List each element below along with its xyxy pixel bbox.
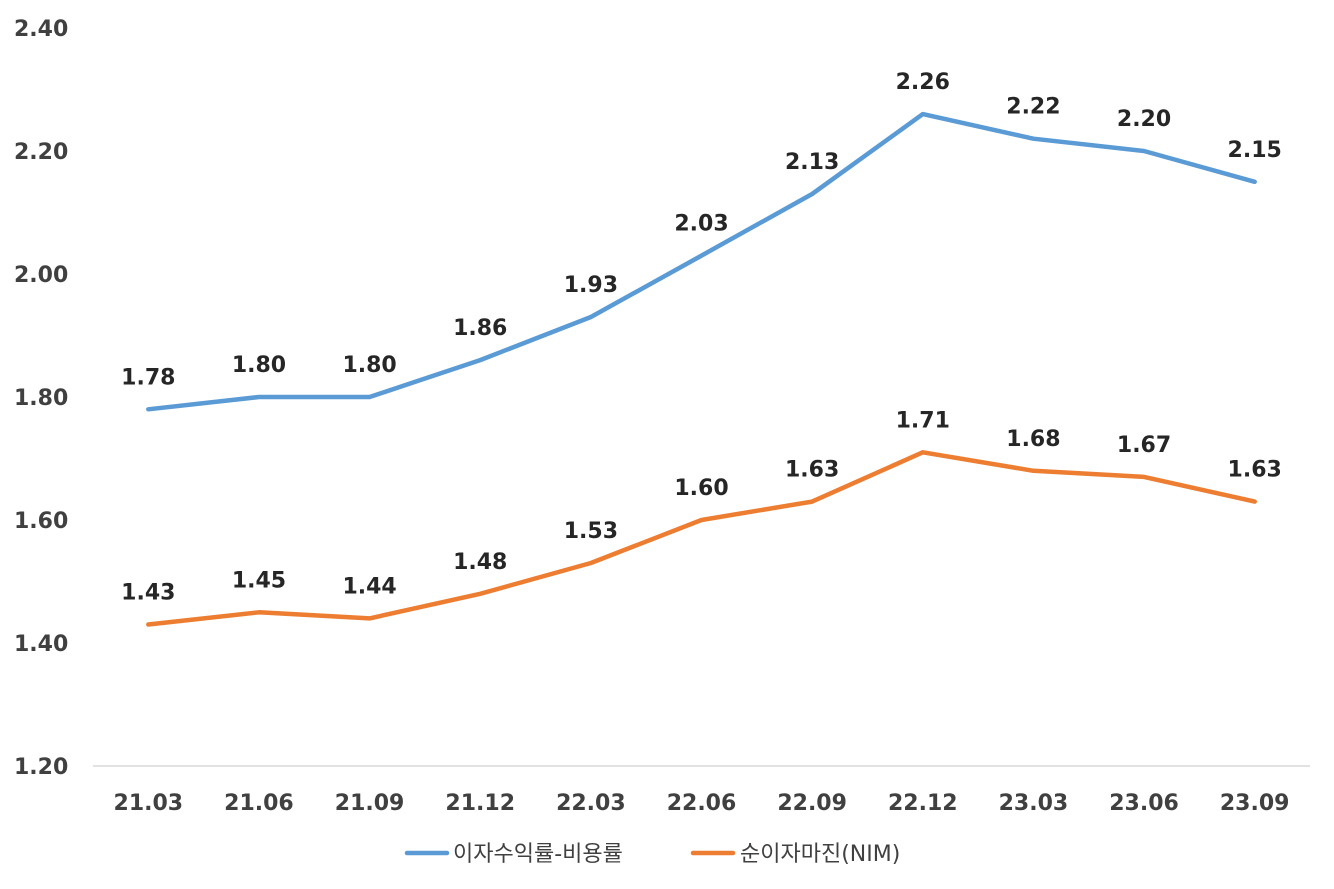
legend-label: 이자수익률-비용률 (453, 842, 623, 867)
data-label: 1.63 (785, 458, 839, 483)
x-tick-label: 21.03 (114, 791, 184, 816)
data-label: 1.68 (1006, 427, 1060, 452)
data-label: 2.22 (1006, 95, 1060, 120)
x-tick-label: 22.06 (667, 791, 737, 816)
data-label: 1.63 (1228, 458, 1282, 483)
y-tick-label: 1.20 (14, 755, 68, 780)
x-tick-label: 23.06 (1109, 791, 1179, 816)
data-label: 2.15 (1228, 138, 1282, 163)
data-label: 1.93 (564, 273, 618, 298)
data-label: 2.03 (674, 212, 728, 237)
y-tick-label: 1.60 (14, 509, 68, 534)
x-tick-label: 21.09 (335, 791, 405, 816)
data-label: 1.86 (453, 316, 507, 341)
data-labels: 1.78 1.80 1.80 1.86 1.93 2.03 2.13 2.26 2.22 2.20… (121, 70, 1282, 605)
y-tick-label: 1.40 (14, 632, 68, 657)
data-label: 1.71 (896, 408, 950, 433)
x-tick-label: 22.03 (556, 791, 626, 816)
data-label: 1.78 (121, 365, 175, 390)
x-tick-label: 21.06 (224, 791, 294, 816)
data-label: 1.60 (674, 476, 728, 501)
data-label: 1.53 (564, 519, 618, 544)
x-axis: 21.03 21.06 21.09 21.12 22.03 22.06 22.09 22.12… (114, 791, 1290, 816)
series-line-1 (146, 111, 1257, 412)
x-tick-label: 21.12 (445, 791, 515, 816)
data-label: 2.13 (785, 150, 839, 175)
data-label: 1.80 (232, 353, 286, 378)
y-tick-label: 1.80 (14, 386, 68, 411)
data-label: 1.80 (342, 353, 396, 378)
x-tick-label: 22.12 (888, 791, 958, 816)
y-axis: 1.20 1.40 1.60 1.80 2.00 2.20 2.40 (14, 17, 68, 780)
data-label: 2.26 (896, 70, 950, 95)
series-line-2 (146, 450, 1257, 627)
legend-label: 순이자마진(NIM) (740, 842, 900, 867)
data-label: 1.43 (121, 581, 175, 606)
y-tick-label: 2.40 (14, 17, 68, 42)
data-label: 1.45 (232, 568, 286, 593)
x-tick-label: 22.09 (777, 791, 847, 816)
series-layer (146, 111, 1257, 627)
y-tick-label: 2.00 (14, 263, 68, 288)
data-label: 1.67 (1117, 433, 1171, 458)
data-label: 1.48 (453, 550, 507, 575)
legend: 이자수익률-비용률 순이자마진(NIM) (404, 842, 900, 867)
data-label: 2.20 (1117, 107, 1171, 132)
y-tick-label: 2.20 (14, 140, 68, 165)
data-label: 1.44 (342, 574, 396, 599)
x-tick-label: 23.09 (1220, 791, 1290, 816)
x-tick-label: 23.03 (999, 791, 1069, 816)
